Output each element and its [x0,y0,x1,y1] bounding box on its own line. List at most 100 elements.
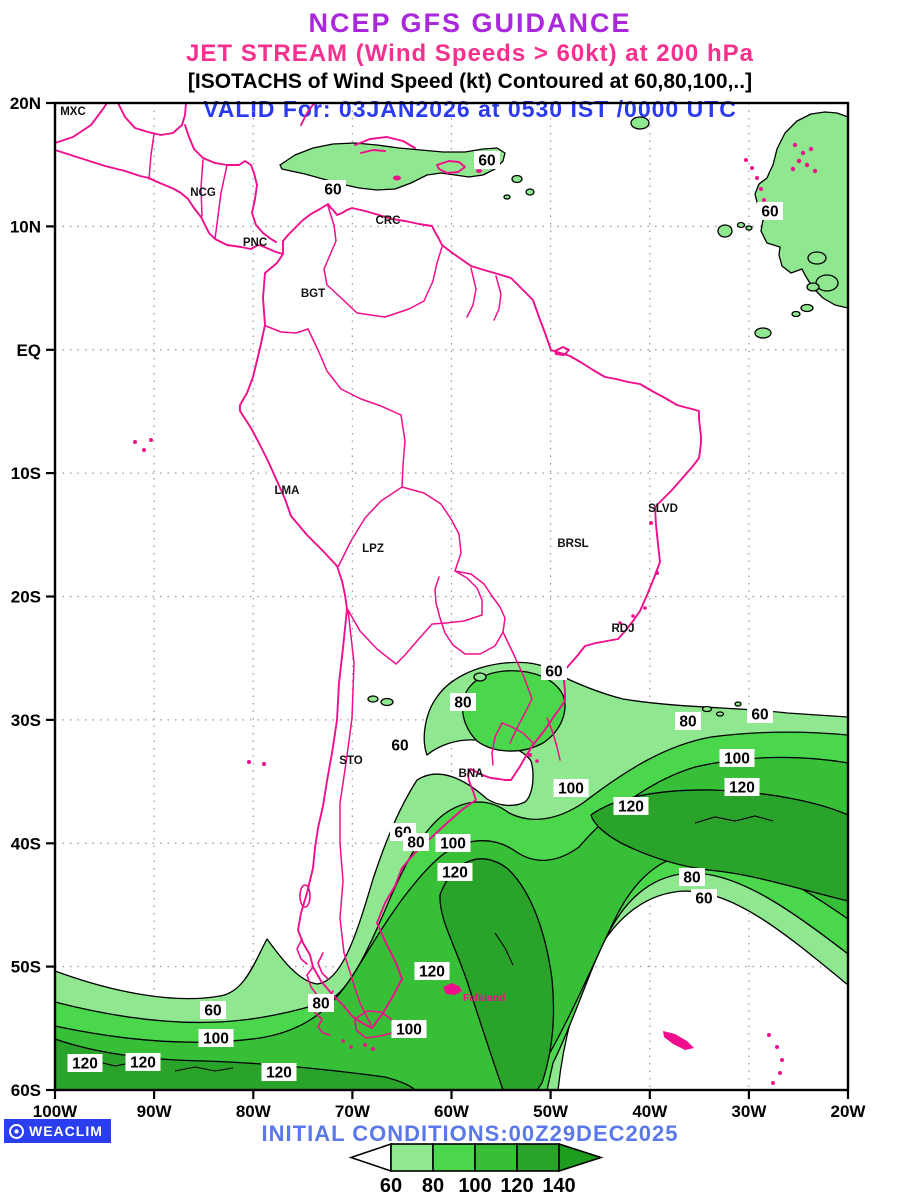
contour-label: 100 [396,1022,422,1039]
contour-label-box [261,1063,297,1081]
axis-ticks [46,101,850,1099]
contour-label-box [200,1001,226,1019]
isotach-islet [715,711,725,717]
cuba-coast-fragment [354,136,416,149]
city-label: BRSL [557,538,588,550]
contour-label: 60 [204,1003,221,1020]
lat-tick-label: 10N [10,217,41,236]
contour-label-box [67,1054,103,1072]
contour-label-box [387,736,413,754]
isotach-islet [815,274,839,292]
contour-label: 60 [695,891,712,908]
contour-label-box [679,868,705,886]
isotach-islet [800,303,814,313]
city-label: MXC [60,106,86,118]
contour-label: 100 [203,1031,229,1048]
lon-tick-label: 50W [533,1102,569,1121]
lon-tick-label: 100W [33,1102,78,1121]
isotach-islet [734,701,742,707]
lon-tick-label: 90W [137,1102,173,1121]
axis-labels: 20N 10N EQ 10S 20S 30S 40S 50S 60S 100W 90W 80W 70W 6… [10,94,867,1121]
contour-label: 120 [442,865,468,882]
lon-tick-label: 20W [831,1102,867,1121]
contour-label: 60 [761,204,778,221]
contour-label-box [414,962,450,980]
florida-tip [300,102,316,126]
contour-label-box [757,202,783,220]
contour-label-box [613,797,649,815]
isotach-islet [736,221,746,229]
lat-tick-label: 20N [10,94,41,113]
copyright-circle-icon [9,1123,24,1139]
contour-label-box [437,863,473,881]
lat-tick-label: 10S [11,464,41,483]
isotach-islet [745,225,753,231]
isotach-islet [511,174,523,184]
contour-label-box [308,994,334,1012]
contour-label-box [541,662,567,680]
isotach-islet [473,672,487,682]
contour-label-box [391,1020,427,1038]
isotach-120-atlantic [590,789,849,902]
legend-level-label: 60 [380,1175,402,1197]
contour-label: 120 [729,780,755,797]
legend-over-arrow [558,1142,604,1173]
header: NCEP GFS GUIDANCE JET STREAM (Wind Speed… [40,0,900,123]
isotach-islet [754,327,772,339]
map-frame [53,101,850,1092]
lon-tick-label: 70W [335,1102,371,1121]
contour-label: 100 [558,781,584,798]
small-islands [133,142,818,1085]
contour-label-box [675,712,701,730]
isotach-islet [367,695,379,703]
city-label: LPZ [362,543,384,555]
contour-label-box [474,151,500,169]
falkland-island [443,983,462,995]
contour-label: 60 [545,664,562,681]
legend-band [516,1143,560,1172]
contour-label-box [435,834,471,852]
city-label: LMA [275,485,300,497]
legend-under-arrow [348,1142,392,1173]
contour-label: 80 [407,835,424,852]
amazon-delta-island [554,346,570,356]
isotach-islet [807,251,827,265]
contour-label-box [450,693,476,711]
caribbean-coast [184,124,277,243]
city-labels: MXC NCG CRC PNC BGT LMA LPZ BRSL SLVD RDJ STO BNA Fa… [60,106,678,1004]
contour-label: 100 [440,836,466,853]
contour-label: 80 [679,714,696,731]
isotach-islet [791,310,801,318]
country-borders [148,133,561,1026]
initial-conditions-line: INITIAL CONDITIONS:00Z29DEC2025 [261,1121,679,1146]
city-label: BGT [301,288,325,300]
coastlines-and-borders [54,102,818,1085]
contour-label-box [320,180,346,198]
lat-tick-label: 30S [11,711,41,730]
contour-label: 60 [751,707,768,724]
isotach-map: 60 60 60 80 60 60 80 60 100 120 100 120 60 80 100 120 80… [10,94,867,1121]
south-georgia-island [663,1031,694,1050]
lat-tick-label: 20S [11,588,41,607]
isotach-islet [806,282,820,292]
city-label: PNC [243,237,267,249]
contour-label-box [125,1053,161,1071]
chiloe-island [299,884,311,908]
valid-time-line: VALID For: 03JAN2026 at 0530 IST /0000 U… [203,96,737,122]
contour-label: 120 [618,799,644,816]
city-label: STO [339,755,362,767]
lat-tick-label: 60S [11,1081,41,1100]
contour-label-box [724,778,760,796]
logo-text: WEACLIM [29,1123,103,1139]
lat-tick-label: EQ [16,341,41,360]
isotach-60-caribbean [279,142,506,191]
contour-labels: 60 60 60 80 60 60 80 60 100 120 100 120 60 80 100 120 80… [67,151,783,1082]
contour-label-box [691,889,717,907]
legend-level-label: 120 [500,1175,533,1197]
contour-label: 60 [324,182,341,199]
central-america-pacific-coast [54,149,284,255]
contour-label-box [719,749,755,767]
contour-label: 80 [312,996,329,1013]
cuba-coast-fragment [360,149,386,154]
